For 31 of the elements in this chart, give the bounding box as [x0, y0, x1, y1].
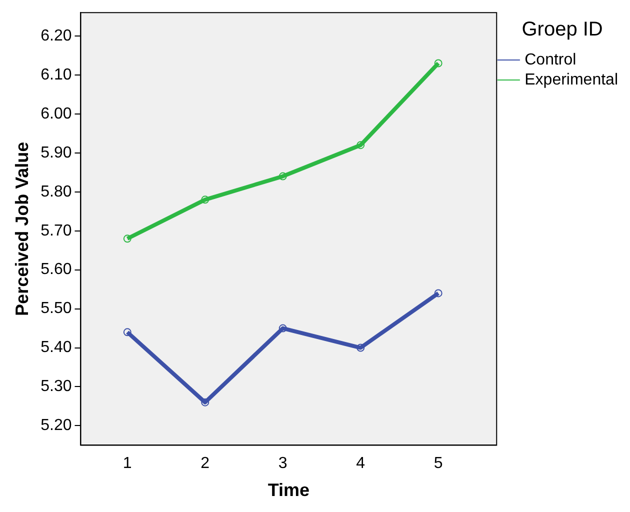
y-tick-label: 6.00 — [40, 105, 72, 122]
point — [278, 172, 287, 180]
y-tick-label: 6.10 — [40, 66, 72, 84]
point — [434, 289, 442, 298]
point — [123, 234, 132, 243]
legend-title: Groep ID — [522, 18, 603, 41]
y-tick-label: 5.70 — [40, 222, 72, 240]
legend-label: Control — [524, 51, 576, 68]
x-tick-label: 4 — [356, 455, 366, 472]
point — [356, 344, 365, 352]
point — [201, 398, 210, 406]
point — [123, 328, 132, 336]
point — [356, 141, 365, 150]
legend-label: Experimental — [524, 71, 618, 88]
y-tick-label: 5.90 — [40, 144, 72, 162]
x-tick-label: 3 — [278, 455, 288, 472]
point — [278, 324, 287, 332]
y-axis-title: Perceived Job Value — [12, 142, 32, 316]
y-tick-label: 5.60 — [40, 261, 72, 278]
x-tick-label: 5 — [434, 455, 443, 472]
y-tick-label: 5.30 — [40, 378, 72, 396]
point — [201, 196, 210, 204]
y-tick-label: 6.20 — [40, 27, 72, 44]
x-axis-title: Time — [268, 480, 310, 500]
y-tick-label: 5.50 — [40, 300, 72, 318]
y-tick-label: 5.40 — [40, 339, 72, 356]
x-tick-label: 2 — [200, 455, 210, 472]
y-tick-label: 5.20 — [40, 417, 72, 434]
y-tick-label: 5.80 — [40, 183, 72, 200]
x-tick-label: 1 — [122, 455, 132, 472]
point — [434, 59, 442, 68]
